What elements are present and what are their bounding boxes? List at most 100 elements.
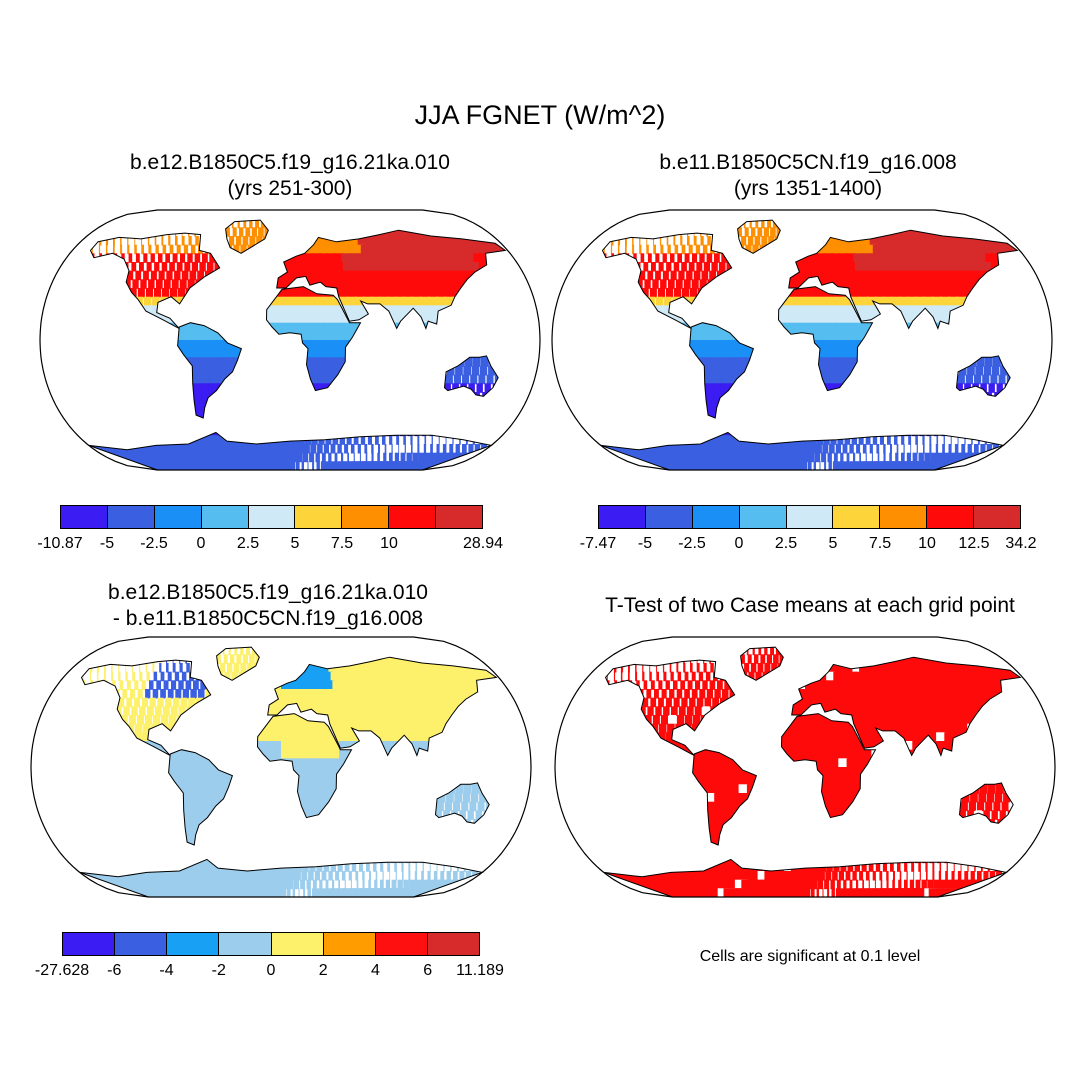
colorbar-2-tick-label: -7.47 bbox=[579, 535, 617, 552]
significance-note: Cells are significant at 0.1 level bbox=[699, 948, 921, 965]
map-2-globe-outline bbox=[551, 209, 1053, 471]
colorbar-1-segment-4 bbox=[248, 506, 296, 528]
map-3-coastline-antarctica bbox=[79, 858, 485, 898]
map-2-land-cells bbox=[600, 220, 1018, 470]
map-1-globe-outline bbox=[39, 209, 541, 471]
colorbar-2-tick-label: 7.5 bbox=[868, 535, 892, 552]
colorbar-1-segment-6 bbox=[342, 506, 390, 528]
map-panel-1 bbox=[39, 209, 541, 471]
colorbar-1-tick-label: 5 bbox=[290, 535, 300, 552]
colorbar-2-tick-label: -5 bbox=[637, 535, 653, 552]
colorbar-3-segment-2 bbox=[167, 933, 220, 955]
map-2-coastline-antarctica bbox=[600, 431, 1006, 471]
panel-4-title-line1: T-Test of two Case means at each grid po… bbox=[605, 594, 1015, 617]
colorbar-1-segment-1 bbox=[107, 506, 155, 528]
map-2-coastline-australia bbox=[955, 355, 1011, 397]
colorbar-3-tick-label: -6 bbox=[107, 962, 122, 979]
colorbar-3-tick-label: -2 bbox=[211, 962, 226, 979]
map-4-coastline-australia bbox=[958, 782, 1014, 824]
colorbar-2-segment-0 bbox=[599, 506, 646, 528]
colorbar-3-tick-label: 0 bbox=[266, 962, 276, 979]
map-2-coastline-southAmerica bbox=[689, 322, 755, 419]
panel-2-title-line2: (yrs 1351-1400) bbox=[733, 177, 883, 200]
map-2-coastline-northAmerica bbox=[601, 232, 733, 329]
colorbar-2-tick-label: 10 bbox=[918, 535, 936, 552]
map-2-coastline-greenland bbox=[737, 219, 781, 254]
colorbar-3-tick-label: 2 bbox=[318, 962, 328, 979]
colorbar-2-tick-label: 0 bbox=[734, 535, 744, 552]
colorbar-3-tick-label: -4 bbox=[159, 962, 174, 979]
colorbar-1-tick-label: -10.87 bbox=[37, 535, 83, 552]
colorbar-2-segment-6 bbox=[880, 506, 928, 528]
map-4-land-cells bbox=[603, 647, 1021, 897]
colorbar-1-tick-label: 28.94 bbox=[462, 535, 504, 552]
colorbar-1-tick-label: 2.5 bbox=[236, 535, 260, 552]
map-1-coastline-northAmerica bbox=[89, 232, 221, 329]
panel-3-title-line2: - b.e11.B1850C5CN.f19_g16.008 bbox=[112, 607, 424, 630]
map-3-coastline-northAmerica bbox=[80, 659, 212, 756]
map-1-coastline-greenland bbox=[225, 219, 269, 254]
map-4-coastline-northAmerica bbox=[604, 659, 736, 756]
panel-1-title-line2: (yrs 251-300) bbox=[227, 177, 353, 200]
map-1-coastline-southAmerica bbox=[177, 322, 243, 419]
panel-2-title: b.e11.B1850C5CN.f19_g16.008 (yrs 1351-14… bbox=[558, 150, 1058, 202]
colorbar-2-segment-5 bbox=[833, 506, 881, 528]
colorbar-1-segment-8 bbox=[436, 506, 483, 528]
map-panel-3 bbox=[30, 636, 532, 898]
map-3-coastline-eurasia bbox=[267, 656, 498, 757]
colorbar-ticks-panel-1: -10.87 -5 -2.5 0 2.5 5 7.5 10 28.94 bbox=[37, 535, 503, 555]
colorbar-3-segment-1 bbox=[115, 933, 168, 955]
colorbar-1-segment-2 bbox=[154, 506, 202, 528]
map-4-coastline-africa bbox=[780, 713, 877, 819]
colorbar-1-segment-5 bbox=[295, 506, 343, 528]
colorbar-ticks-panel-2: -7.47 -5 -2.5 0 2.5 5 7.5 10 12.5 34.2 bbox=[580, 535, 1037, 555]
map-4-coastline-greenland bbox=[740, 646, 784, 681]
colorbar-3-segment-7 bbox=[427, 933, 479, 955]
colorbar-3-tick-label: 4 bbox=[371, 962, 380, 979]
map-2-coastline-africa bbox=[777, 286, 874, 392]
colorbar-2-segment-8 bbox=[974, 506, 1021, 528]
colorbar-panel-2 bbox=[598, 505, 1021, 529]
panel-1-title-line1: b.e12.B1850C5.f19_g16.21ka.010 bbox=[130, 151, 450, 174]
colorbar-1-tick-label: 7.5 bbox=[330, 535, 354, 552]
map-3-coastline-southAmerica bbox=[168, 749, 234, 846]
colorbar-1-segment-3 bbox=[201, 506, 249, 528]
colorbar-2-tick-label: 34.2 bbox=[1005, 535, 1037, 552]
map-2-coastline-eurasia bbox=[788, 229, 1019, 330]
panel-3-title: b.e12.B1850C5.f19_g16.21ka.010 - b.e11.B… bbox=[18, 580, 518, 632]
map-4-coastline-antarctica bbox=[603, 858, 1009, 898]
colorbar-1-tick-label: -5 bbox=[99, 535, 115, 552]
map-panel-4 bbox=[554, 636, 1056, 898]
colorbar-3-segment-6 bbox=[375, 933, 428, 955]
panel-1-title: b.e12.B1850C5.f19_g16.21ka.010 (yrs 251-… bbox=[40, 150, 540, 202]
map-1-coastline-eurasia bbox=[276, 229, 507, 330]
map-4-coastline-southAmerica bbox=[692, 749, 758, 846]
colorbar-1-tick-label: -2.5 bbox=[140, 535, 168, 552]
colorbar-3-segment-5 bbox=[323, 933, 376, 955]
colorbar-1-segment-0 bbox=[61, 506, 108, 528]
colorbar-2-segment-3 bbox=[739, 506, 787, 528]
map-3-land-cells bbox=[79, 647, 497, 897]
panel-2-title-line1: b.e11.B1850C5CN.f19_g16.008 bbox=[659, 151, 957, 174]
map-1-coastline-antarctica bbox=[88, 431, 494, 471]
colorbar-3-segment-3 bbox=[219, 933, 272, 955]
colorbar-2-tick-label: 5 bbox=[828, 535, 838, 552]
colorbar-2-segment-1 bbox=[645, 506, 693, 528]
map-panel-2 bbox=[551, 209, 1053, 471]
panel-4-title: T-Test of two Case means at each grid po… bbox=[560, 593, 1060, 619]
map-3-coastline-australia bbox=[434, 782, 490, 824]
map-4-globe-outline bbox=[554, 636, 1056, 898]
map-1-coastline-africa bbox=[265, 286, 362, 392]
map-1-land-cells bbox=[88, 220, 506, 470]
colorbar-3-tick-label: 6 bbox=[423, 962, 433, 979]
colorbar-1-tick-label: 10 bbox=[380, 535, 398, 552]
figure-title: JJA FGNET (W/m^2) bbox=[414, 100, 666, 130]
colorbar-2-tick-label: 12.5 bbox=[958, 535, 990, 552]
colorbar-3-segment-0 bbox=[63, 933, 116, 955]
map-3-globe-outline bbox=[30, 636, 532, 898]
colorbar-panel-1 bbox=[60, 505, 483, 529]
colorbar-2-segment-4 bbox=[786, 506, 834, 528]
map-4-coastline-eurasia bbox=[791, 656, 1022, 757]
colorbar-1-tick-label: 0 bbox=[196, 535, 206, 552]
panel-3-title-line1: b.e12.B1850C5.f19_g16.21ka.010 bbox=[108, 581, 428, 604]
